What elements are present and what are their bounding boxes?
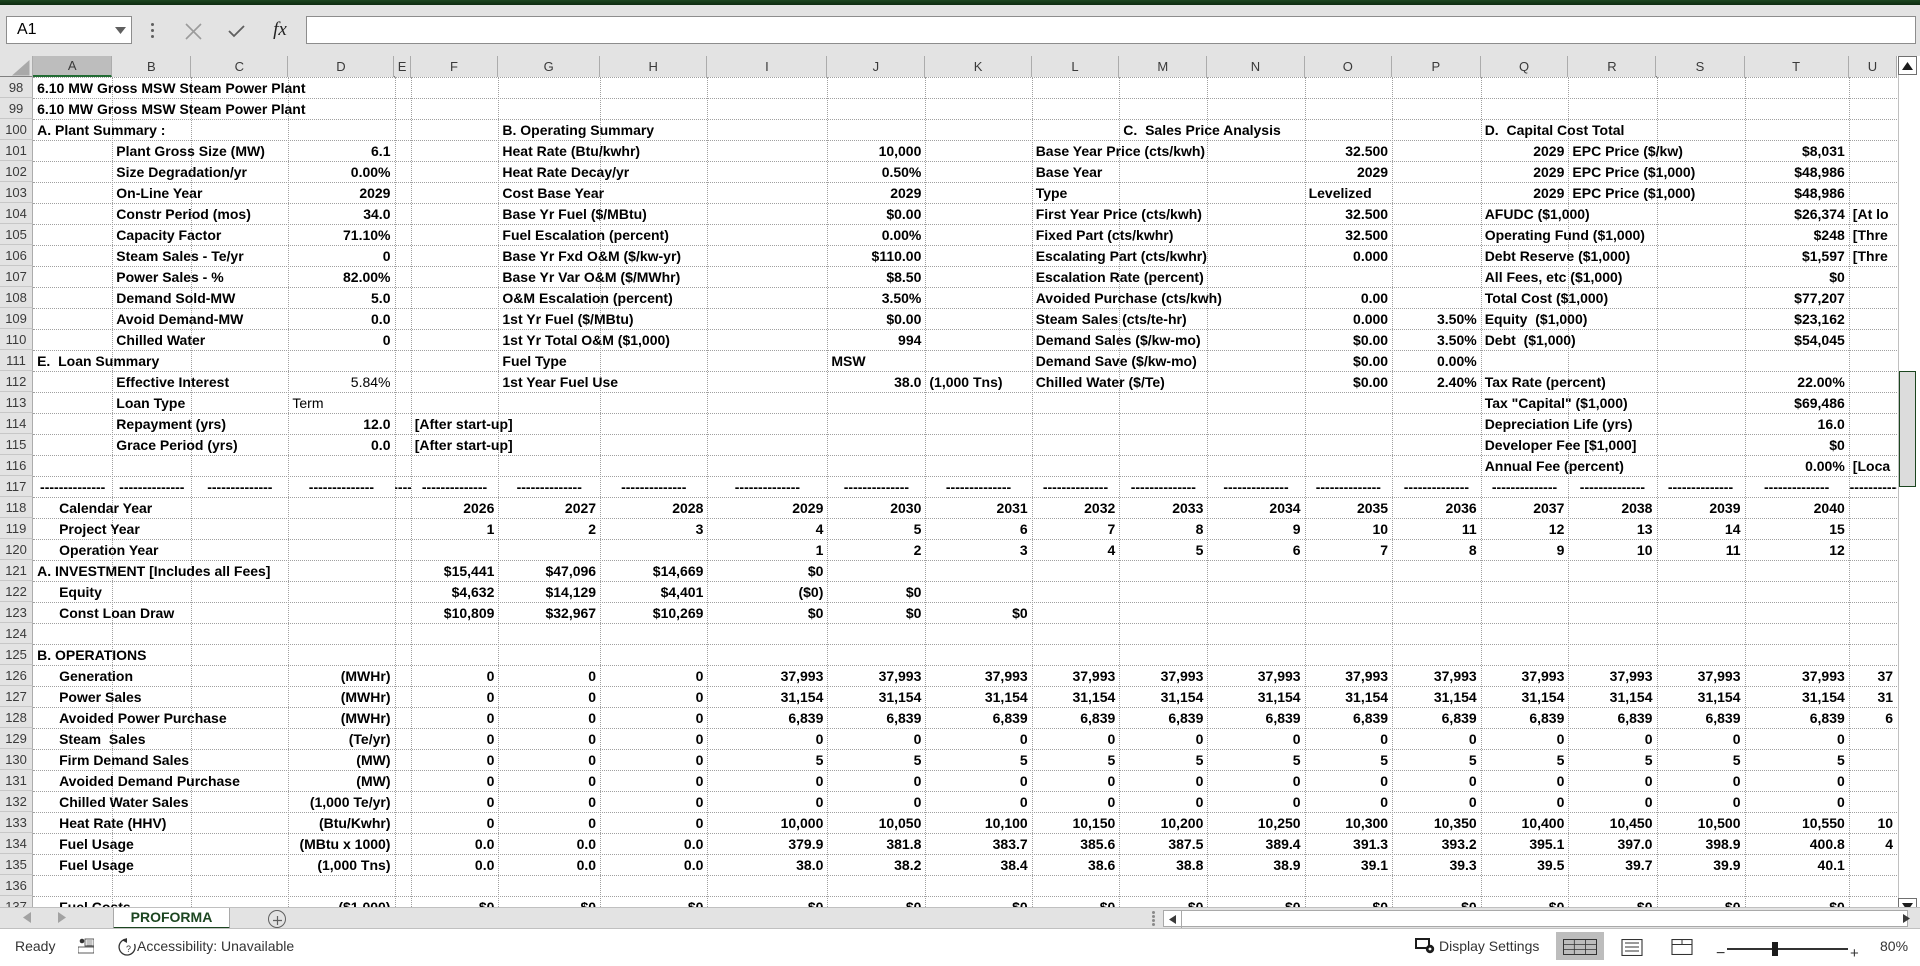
svg-text:?: ?	[126, 944, 131, 954]
